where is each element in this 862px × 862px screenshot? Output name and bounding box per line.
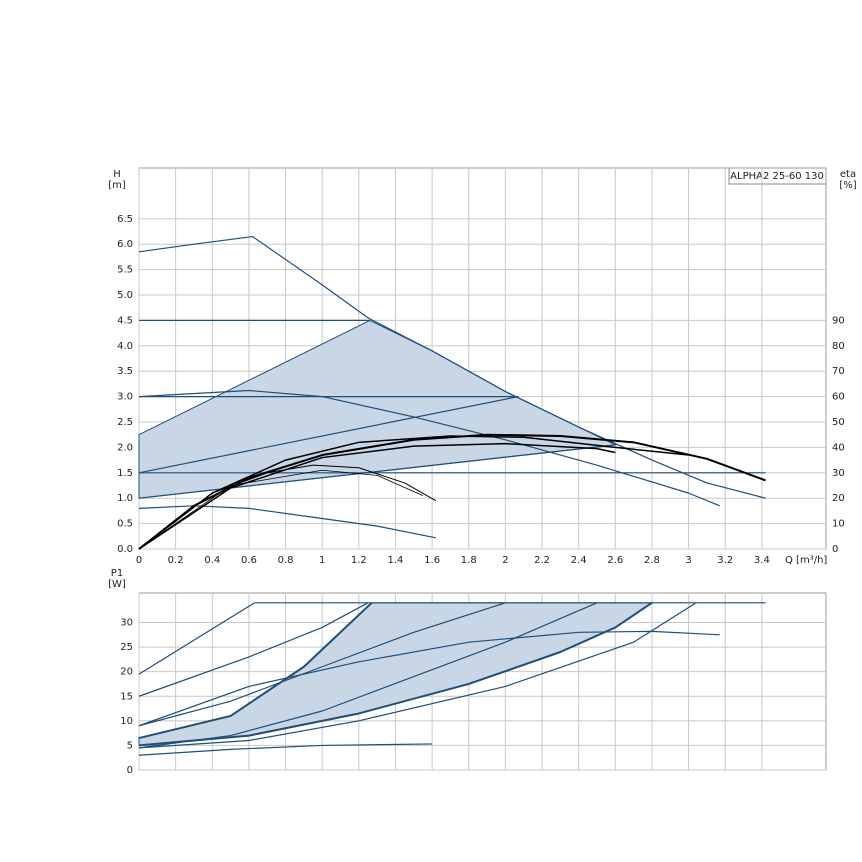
y-tick-label: 5 bbox=[127, 740, 133, 751]
y-tick-label: 3.0 bbox=[117, 392, 133, 403]
curve bbox=[138, 602, 255, 675]
chart-title: ALPHA2 25-60 130 bbox=[730, 171, 824, 182]
x-tick-label: 2.8 bbox=[644, 555, 660, 566]
x-tick-label: 0.8 bbox=[278, 555, 294, 566]
curve bbox=[138, 630, 720, 727]
curve bbox=[138, 444, 616, 499]
curve bbox=[138, 602, 369, 697]
y-tick-label: 0.5 bbox=[117, 519, 133, 530]
plot-frame bbox=[138, 167, 827, 550]
x-tick-label: 1.8 bbox=[461, 555, 477, 566]
x-tick-label: 2 bbox=[502, 555, 508, 566]
y2-tick-label: 50 bbox=[832, 417, 845, 428]
curve bbox=[138, 602, 697, 749]
y-tick-label: 20 bbox=[120, 667, 133, 678]
x-tick-label: 3.4 bbox=[754, 555, 770, 566]
y-axis-unit: [W] bbox=[108, 579, 126, 590]
y2-axis-unit: [%] bbox=[839, 180, 856, 191]
curve bbox=[138, 235, 766, 499]
y2-tick-label: 90 bbox=[832, 315, 845, 326]
curve bbox=[138, 435, 689, 550]
curve bbox=[138, 464, 437, 550]
y-tick-label: 6.5 bbox=[117, 214, 133, 225]
y2-tick-label: 30 bbox=[832, 468, 845, 479]
y-tick-label: 0.0 bbox=[117, 544, 133, 555]
y2-tick-label: 60 bbox=[832, 392, 845, 403]
y-tick-label: 1.5 bbox=[117, 468, 133, 479]
x-tick-label: 3.2 bbox=[717, 555, 733, 566]
y-tick-label: 5.0 bbox=[117, 290, 133, 301]
x-tick-label: 1 bbox=[319, 555, 325, 566]
x-tick-label: 0.2 bbox=[168, 555, 184, 566]
curve bbox=[138, 602, 506, 727]
y-tick-label: 2.5 bbox=[117, 417, 133, 428]
y2-axis-label: eta bbox=[840, 169, 856, 180]
y-tick-label: 6.0 bbox=[117, 239, 133, 250]
y-tick-label: 3.5 bbox=[117, 366, 133, 377]
curve bbox=[138, 602, 653, 747]
y-tick-label: 25 bbox=[120, 642, 133, 653]
curve bbox=[138, 743, 433, 756]
y-tick-label: 4.0 bbox=[117, 341, 133, 352]
curve bbox=[138, 396, 519, 474]
axis-layer: 0 0.2 0.4 0.6 0.8 1 1.2 1.4 1.6 1.8 2 2.2 2.4 2.6 2.8 3… bbox=[117, 214, 845, 776]
y-axis-label: P1 bbox=[111, 568, 123, 579]
curve bbox=[138, 442, 616, 550]
x-tick-label: 0.6 bbox=[241, 555, 257, 566]
y2-tick-label: 0 bbox=[832, 544, 838, 555]
y2-tick-label: 80 bbox=[832, 341, 845, 352]
x-tick-label: 0.4 bbox=[204, 555, 220, 566]
data-layer bbox=[138, 235, 766, 756]
curve bbox=[138, 389, 720, 507]
y-tick-label: 0 bbox=[127, 765, 133, 776]
y-tick-label: 30 bbox=[120, 618, 133, 629]
x-tick-label: 2.6 bbox=[607, 555, 623, 566]
curve bbox=[138, 469, 424, 550]
y-tick-label: 10 bbox=[120, 716, 133, 727]
y2-tick-label: 10 bbox=[832, 519, 845, 530]
x-tick-label: 1.4 bbox=[388, 555, 404, 566]
x-tick-label: 1.2 bbox=[351, 555, 367, 566]
y-axis-unit: [m] bbox=[108, 180, 126, 191]
y-tick-label: 2.0 bbox=[117, 442, 133, 453]
y2-tick-label: 40 bbox=[832, 442, 845, 453]
y-axis-label: H bbox=[113, 169, 121, 180]
curve bbox=[138, 602, 373, 740]
y-tick-label: 1.0 bbox=[117, 493, 133, 504]
x-tick-label: 1.6 bbox=[424, 555, 440, 566]
y2-tick-label: 20 bbox=[832, 493, 845, 504]
y-tick-label: 15 bbox=[120, 691, 133, 702]
y-tick-label: 4.5 bbox=[117, 315, 133, 326]
x-tick-label: 2.2 bbox=[534, 555, 550, 566]
curve bbox=[138, 505, 436, 539]
y2-tick-label: 70 bbox=[832, 366, 845, 377]
y-tick-label: 5.5 bbox=[117, 265, 133, 276]
x-tick-label: 0 bbox=[136, 555, 142, 566]
x-axis-label: Q [m³/h] bbox=[785, 555, 827, 566]
curve bbox=[138, 602, 598, 749]
x-tick-label: 3 bbox=[685, 555, 691, 566]
x-tick-label: 2.4 bbox=[571, 555, 587, 566]
